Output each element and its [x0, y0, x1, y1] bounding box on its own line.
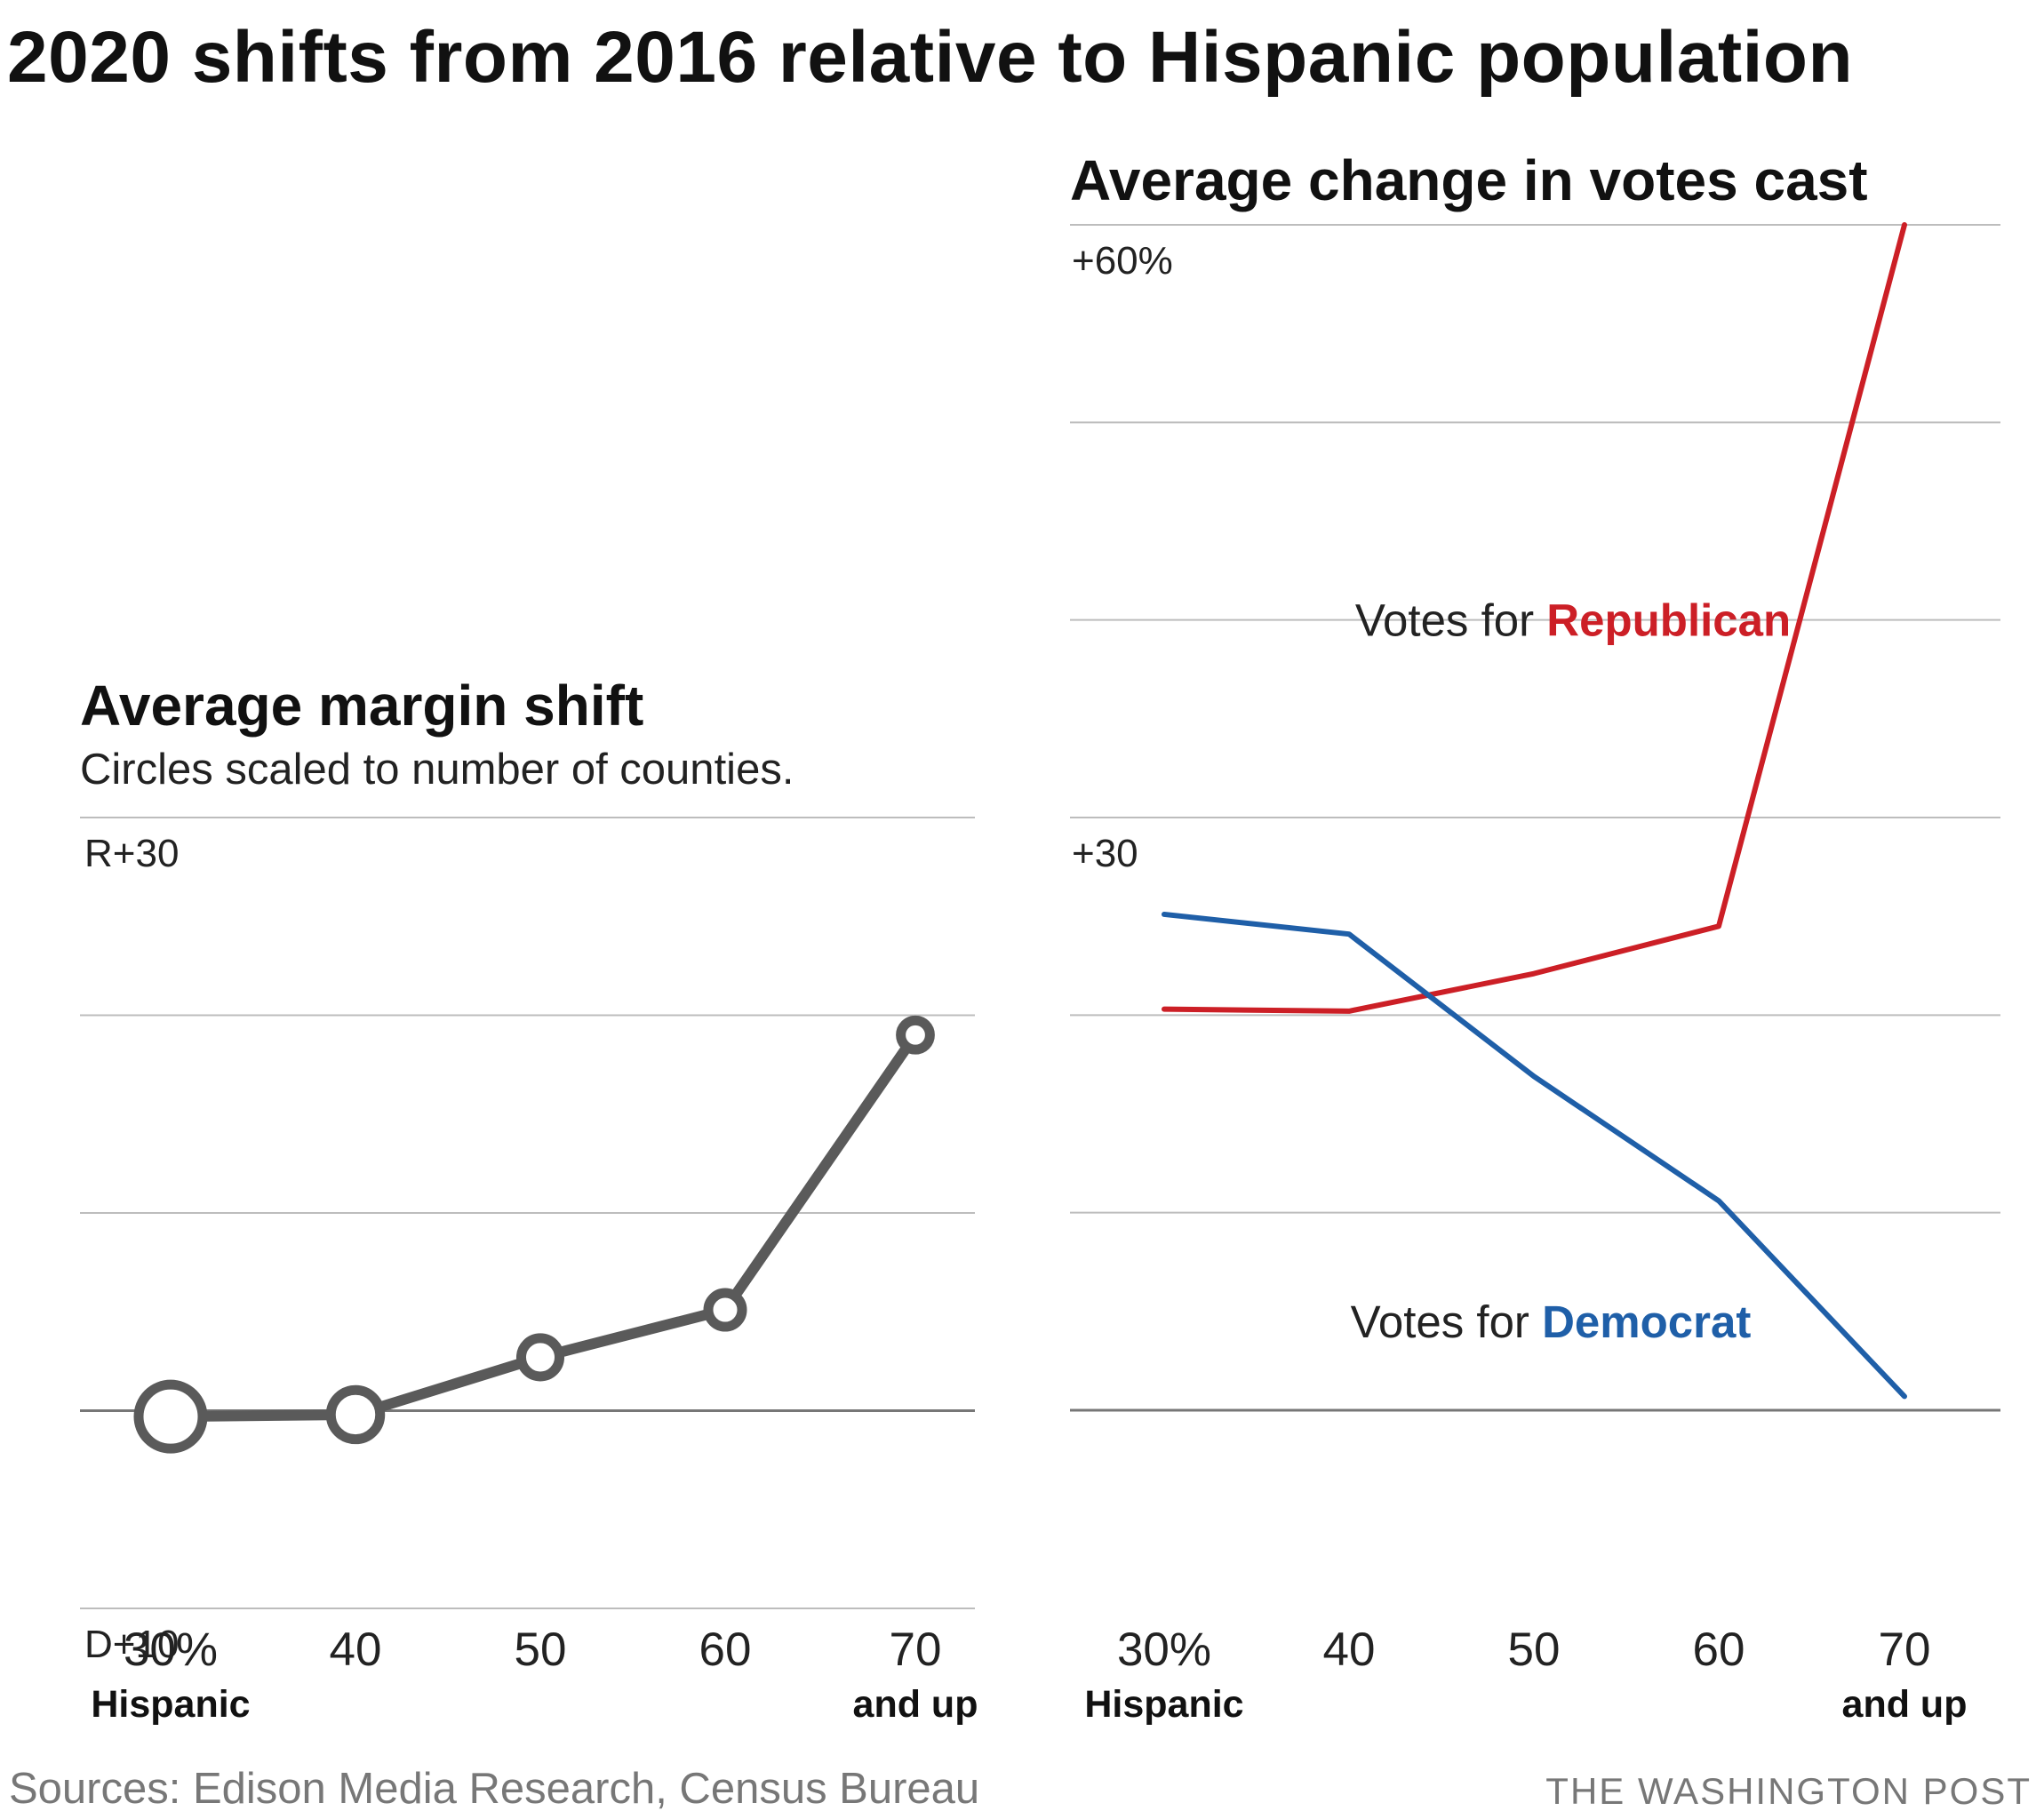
left-chart-subtitle: Circles scaled to number of counties.	[80, 746, 794, 794]
x-tick-label: 70	[1879, 1624, 1931, 1676]
x-tick-sublabel: Hispanic	[91, 1683, 250, 1726]
y-tick-label: +60%	[1072, 239, 1173, 283]
x-tick-label: 50	[515, 1624, 567, 1676]
series-label-name: Democrat	[1542, 1296, 1751, 1347]
republican-votes-line	[1162, 222, 1907, 1014]
county-circle	[515, 1333, 565, 1382]
x-tick-label: 60	[699, 1624, 752, 1676]
county-circle	[703, 1288, 747, 1332]
county-circle	[133, 1379, 208, 1454]
county-circle	[896, 1015, 935, 1055]
x-tick-sublabel: and up	[1842, 1683, 1968, 1726]
x-tick-label: 40	[1323, 1624, 1376, 1676]
right-chart-title: Average change in votes cast	[1070, 148, 1868, 212]
x-tick-sublabel: and up	[853, 1683, 978, 1726]
left-chart-title: Average margin shift	[80, 674, 644, 738]
x-tick-label: 70	[890, 1624, 942, 1676]
x-tick-label: 30%	[124, 1624, 218, 1676]
series-label-name: Republican	[1546, 595, 1791, 646]
x-tick-sublabel: Hispanic	[1084, 1683, 1243, 1726]
votes-cast-chart: +60% +30 30% Hispanic 40 50 60 70 and up Votes fo…	[1070, 222, 2000, 1726]
democrat-votes-line	[1162, 911, 1907, 1400]
chart-title: 2020 shifts from 2016 relative to Hispan…	[7, 17, 1854, 98]
county-circle	[325, 1384, 386, 1445]
y-tick-label: +30	[1072, 832, 1138, 875]
y-tick-label: R+30	[84, 832, 179, 875]
x-tick-label: 30%	[1117, 1624, 1211, 1676]
x-tick-label: 60	[1693, 1624, 1745, 1676]
y-tick-label: D+10	[84, 1623, 179, 1666]
democrat-series-label: Votes for Democrat	[1351, 1296, 1752, 1347]
x-tick-label: 50	[1508, 1624, 1561, 1676]
series-label-prefix: Votes for	[1355, 595, 1546, 646]
republican-series-label: Votes for Republican	[1355, 595, 1791, 646]
series-label-prefix: Votes for	[1351, 1296, 1542, 1347]
x-tick-label: 40	[330, 1624, 382, 1676]
sources-note: Sources: Edison Media Research, Census B…	[9, 1765, 980, 1813]
publisher-credit: THE WASHINGTON POST	[1545, 1770, 2032, 1812]
